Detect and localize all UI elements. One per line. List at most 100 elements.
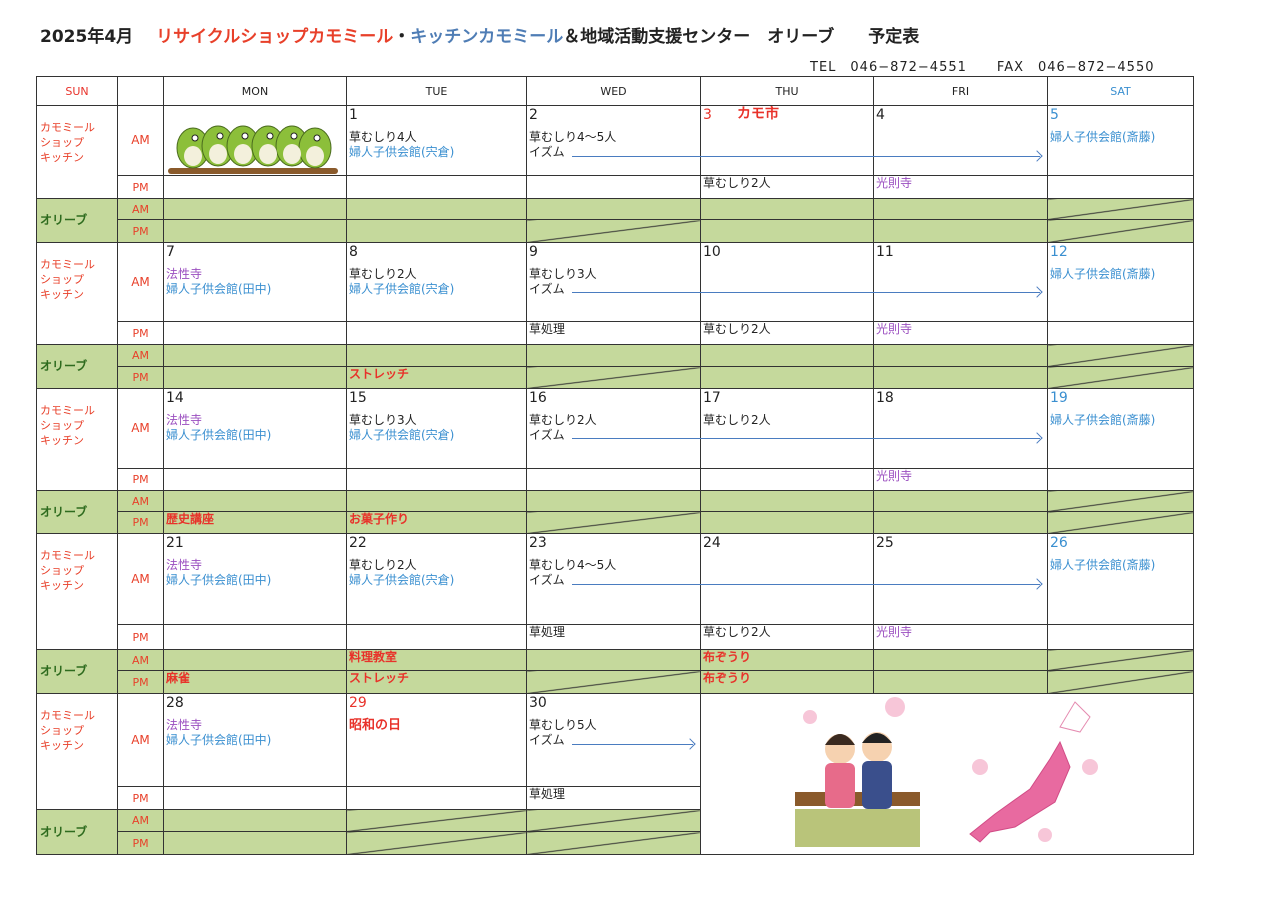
day-cell-pm (526, 175, 701, 199)
olive-cell-pm: 麻雀 (163, 670, 347, 694)
day-cell-pm (346, 786, 527, 810)
olive-event: 料理教室 (349, 650, 398, 665)
olive-cell-am (700, 344, 874, 367)
schedule-entry: 光則寺 (876, 469, 913, 484)
pm-label: PM (117, 468, 164, 491)
olive-row-am: オリーブ AM (36, 344, 1194, 389)
schedule-entry: 草処理 (529, 322, 566, 337)
day-cell-am: 9 草むしり3人 イズム (526, 242, 701, 322)
day-cell-am: 10 (700, 242, 874, 322)
group-label-shop-kitchen: カモミール ショップ キッチン (36, 242, 118, 345)
olive-cell-pm: お菓子作り (346, 511, 527, 534)
olive-event: 歴史講座 (166, 512, 215, 527)
olive-am-label: AM (117, 490, 164, 512)
day-date: 5 (1050, 107, 1059, 123)
olive-row-am: オリーブ AM (36, 198, 1194, 243)
am-label: AM (117, 105, 164, 176)
olive-row-pm: PM 麻雀 ストレッチ 布ぞうり (37, 670, 1194, 694)
continuation-arrow (572, 156, 1040, 157)
olive-cell-pm (526, 670, 701, 694)
day-cell-pm (1047, 175, 1194, 199)
day-date: 2 (529, 107, 538, 123)
day-cell-am: 25 (873, 533, 1048, 625)
olive-cell-am (700, 198, 874, 220)
am-label: AM (117, 533, 164, 625)
olive-cell-am (700, 490, 874, 512)
week-row-pm: PM 草処理 草むしり2人 光則寺 (37, 321, 1194, 345)
olive-cell-pm (700, 219, 874, 243)
olive-event: 布ぞうり (703, 671, 752, 686)
day-cell-pm: 草むしり2人 (700, 175, 874, 199)
schedule-entry: 婦人子供会館(宍倉) (349, 145, 455, 159)
schedule-entry: イズム (529, 145, 565, 159)
am-entries: 昭和の日 (349, 718, 524, 733)
day-cell-pm: 光則寺 (873, 468, 1048, 491)
day-cell-am: 15 草むしり3人 婦人子供会館(宍倉) (346, 388, 527, 469)
hanami-couple-illustration (795, 697, 920, 847)
olive-row-pm: PM 歴史講座 お菓子作り (37, 511, 1194, 534)
pm-label: PM (117, 624, 164, 650)
olive-cell-pm: ストレッチ (346, 670, 527, 694)
olive-cell-pm (1047, 366, 1194, 389)
contact-info: TEL 046−872−4551 FAX 046−872−4550 (810, 56, 1185, 75)
schedule-entry: 昭和の日 (349, 718, 402, 733)
am-entries: 法性寺 婦人子供会館(田中) (166, 558, 344, 588)
schedule-entry: 法性寺 (166, 267, 203, 281)
olive-cell-pm (700, 511, 874, 534)
am-entries: 草むしり3人 婦人子供会館(宍倉) (349, 413, 524, 443)
olive-cell-am (873, 344, 1048, 367)
olive-row-am: オリーブ AM 料理教室 布ぞうり (36, 649, 1194, 694)
olive-cell-pm: 歴史講座 (163, 511, 347, 534)
group-label-olive: オリーブ (36, 809, 118, 855)
continuation-arrow (572, 438, 1040, 439)
olive-cell-am (163, 809, 347, 832)
olive-row-pm: PM (37, 219, 1194, 243)
schedule-entry: 草処理 (529, 625, 566, 640)
schedule-entry: イズム (529, 282, 565, 296)
title-shop: リサイクルショップカモミール (156, 27, 394, 47)
olive-cell-am (346, 198, 527, 220)
day-date: 3 (703, 107, 712, 123)
schedule-entry: 草むしり3人 (349, 413, 417, 427)
fax-number: FAX 046−872−4550 (996, 60, 1155, 75)
olive-cell-pm (1047, 670, 1194, 694)
olive-am-label: AM (117, 809, 164, 832)
am-entries: 法性寺 婦人子供会館(田中) (166, 413, 344, 443)
group-label-olive: オリーブ (36, 490, 118, 534)
schedule-entry: 草むしり2人 (703, 322, 771, 337)
olive-cell-pm (163, 219, 347, 243)
column-header-sat: SAT (1047, 76, 1194, 106)
day-cell-pm (163, 786, 347, 810)
olive-event: ストレッチ (349, 367, 410, 382)
day-cell-am: 14 法性寺 婦人子供会館(田中) (163, 388, 347, 469)
schedule-entry: 婦人子供会館(斎藤) (1050, 413, 1156, 427)
am-label: AM (117, 242, 164, 322)
pm-label: PM (117, 786, 164, 810)
olive-cell-pm (873, 366, 1048, 389)
japan-sakura-map-illustration (969, 701, 1098, 843)
schedule-entry: 婦人子供会館(宍倉) (349, 573, 455, 587)
olive-cell-pm (526, 511, 701, 534)
day-date: 28 (166, 695, 184, 711)
schedule-entry: 婦人子供会館(斎藤) (1050, 130, 1156, 144)
olive-event: ストレッチ (349, 671, 410, 686)
olive-cell-am (873, 649, 1048, 671)
day-cell-am: 22 草むしり2人 婦人子供会館(宍倉) (346, 533, 527, 625)
am-entries: 草むしり4人 婦人子供会館(宍倉) (349, 130, 524, 160)
title-kitchen: キッチンカモミール (410, 27, 564, 47)
day-date: 8 (349, 244, 358, 260)
day-date: 9 (529, 244, 538, 260)
schedule-entry: 婦人子供会館(田中) (166, 428, 272, 442)
schedule-entry: 婦人子供会館(田中) (166, 282, 272, 296)
day-cell-pm (346, 624, 527, 650)
schedule-entry: 草むしり2人 (703, 625, 771, 640)
day-date: 15 (349, 390, 367, 406)
olive-pm-label: PM (117, 670, 164, 694)
day-cell-pm: 草むしり2人 (700, 624, 874, 650)
olive-cell-am (346, 344, 527, 367)
schedule-entry: 婦人子供会館(斎藤) (1050, 558, 1156, 572)
day-cell-am: 7 法性寺 婦人子供会館(田中) (163, 242, 347, 322)
week-row-pm: PM 光則寺 (37, 468, 1194, 491)
white-eye-birds-illustration (168, 125, 338, 174)
group-label-olive: オリーブ (36, 344, 118, 389)
